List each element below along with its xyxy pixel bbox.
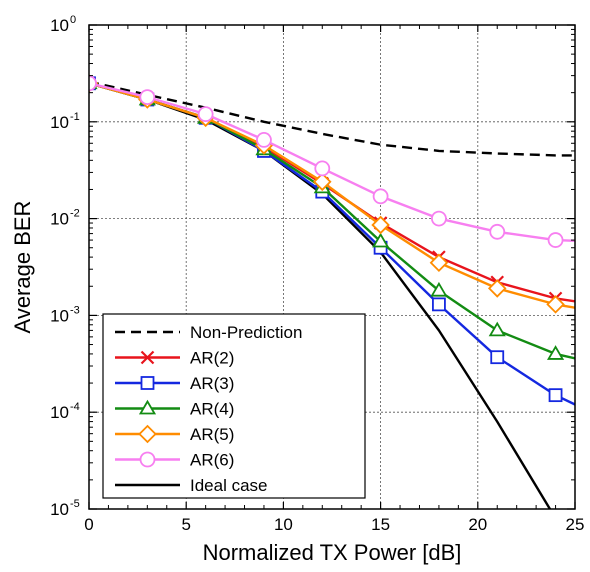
series-line bbox=[89, 80, 575, 157]
series-line bbox=[89, 82, 575, 242]
data-point bbox=[489, 223, 506, 240]
legend-marker bbox=[138, 399, 157, 415]
legend-label: AR(2) bbox=[190, 349, 234, 368]
legend-entry: AR(5) bbox=[115, 424, 234, 444]
data-point bbox=[488, 321, 506, 337]
legend-entry: AR(3) bbox=[115, 374, 234, 393]
data-point bbox=[371, 215, 390, 235]
series-line bbox=[89, 82, 575, 309]
data-point bbox=[430, 281, 448, 297]
marker-stroke bbox=[140, 350, 155, 365]
legend-marker bbox=[140, 376, 155, 390]
legend-label: AR(5) bbox=[190, 425, 234, 444]
y-tick-label: 10 bbox=[50, 306, 69, 325]
legend-label: Ideal case bbox=[190, 476, 268, 495]
axis-ticks bbox=[88, 24, 576, 510]
y-tick-exponent: -3 bbox=[70, 304, 80, 316]
grid bbox=[89, 25, 575, 509]
x-tick-labels: 0 5 10 15 20 25 bbox=[84, 515, 584, 534]
data-point bbox=[197, 106, 214, 123]
data-point bbox=[490, 350, 505, 365]
data-point bbox=[314, 160, 331, 177]
legend-marker bbox=[140, 350, 155, 365]
data-point bbox=[429, 253, 449, 273]
x-tick-label: 25 bbox=[566, 515, 585, 534]
legend-entry: AR(6) bbox=[115, 451, 234, 470]
data-point bbox=[548, 388, 563, 403]
legend-entry: Non-Prediction bbox=[115, 323, 302, 342]
legend-label: Non-Prediction bbox=[190, 323, 302, 342]
y-tick-label: 10 bbox=[50, 113, 69, 132]
plot-frame bbox=[88, 24, 576, 510]
x-tick-label: 5 bbox=[181, 515, 190, 534]
legend-entry: AR(4) bbox=[115, 400, 234, 419]
x-tick-label: 15 bbox=[371, 515, 390, 534]
legend-entry: AR(2) bbox=[115, 349, 234, 368]
y-tick-exponent: -5 bbox=[70, 498, 80, 510]
series-ar-6 bbox=[89, 75, 575, 248]
legend-label: AR(3) bbox=[190, 374, 234, 393]
data-point bbox=[547, 232, 564, 248]
series-group bbox=[89, 74, 575, 509]
data-point bbox=[372, 232, 390, 248]
data-point bbox=[546, 295, 565, 314]
legend-marker bbox=[139, 451, 156, 468]
data-point bbox=[89, 75, 97, 92]
data-point bbox=[432, 297, 446, 312]
legend-label: AR(4) bbox=[190, 400, 234, 419]
y-tick-exponent: -2 bbox=[70, 208, 80, 220]
y-tick-exponent: -1 bbox=[70, 111, 80, 123]
x-axis-label: Normalized TX Power [dB] bbox=[203, 540, 462, 565]
y-tick-exponent: 0 bbox=[70, 14, 76, 26]
data-point bbox=[372, 188, 389, 205]
legend-marker bbox=[138, 424, 157, 444]
x-tick-label: 10 bbox=[274, 515, 293, 534]
legend-entry: Ideal case bbox=[115, 476, 268, 495]
data-point bbox=[431, 210, 447, 227]
y-tick-label: 10 bbox=[50, 403, 69, 422]
data-point bbox=[256, 132, 272, 148]
data-point bbox=[487, 279, 507, 298]
y-axis-label: Average BER bbox=[10, 201, 35, 334]
y-tick-label: 10 bbox=[50, 210, 69, 229]
data-point bbox=[546, 345, 565, 360]
legend-label: AR(6) bbox=[190, 451, 234, 470]
x-tick-label: 20 bbox=[468, 515, 487, 534]
data-point bbox=[139, 89, 156, 105]
legend: Non-Prediction AR(2) AR(3) AR(4) AR(5) AR(6) I… bbox=[102, 313, 366, 499]
series-non-prediction bbox=[89, 80, 575, 157]
y-tick-label: 10 bbox=[50, 16, 69, 35]
data-point bbox=[313, 172, 332, 192]
y-tick-label: 10 bbox=[50, 500, 69, 519]
x-tick-label: 0 bbox=[84, 515, 93, 534]
y-tick-exponent: -4 bbox=[70, 401, 80, 413]
